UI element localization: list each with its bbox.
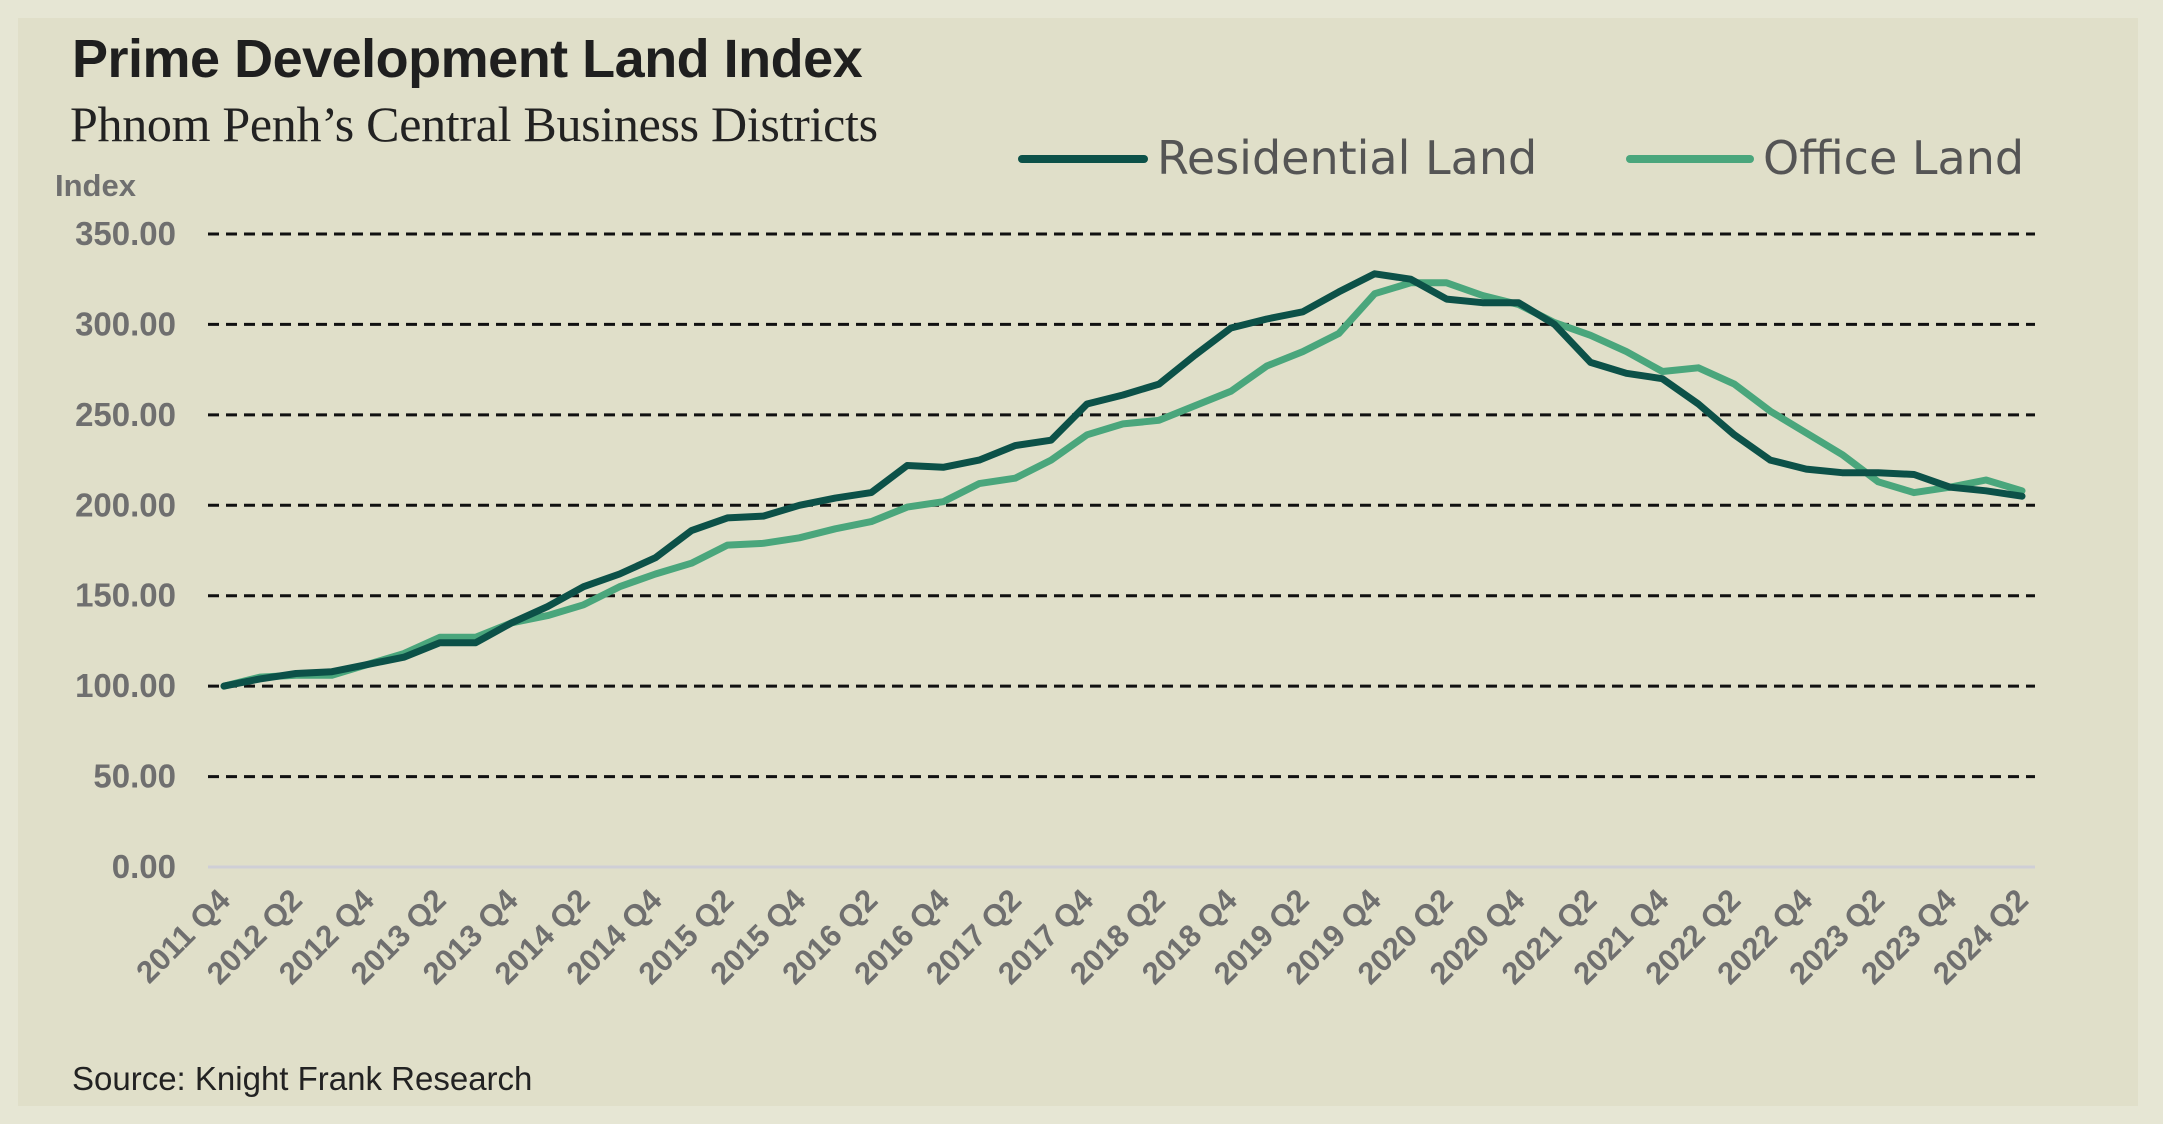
- y-tick-label: 50.00: [93, 758, 176, 795]
- y-tick-label: 150.00: [75, 577, 176, 614]
- y-tick-label: 350.00: [75, 215, 176, 252]
- legend-label: Office Land: [1763, 131, 2024, 185]
- chart-subtitle: Phnom Penh’s Central Business Districts: [70, 96, 878, 152]
- series-line-residential-land: [220, 270, 2026, 690]
- series-lines: [220, 270, 2026, 690]
- chart-title: Prime Development Land Index: [72, 29, 863, 89]
- y-tick-label: 200.00: [75, 486, 176, 523]
- chart-panel: [18, 18, 2138, 1106]
- y-tick-label: 300.00: [75, 305, 176, 342]
- gridlines: [208, 232, 2035, 869]
- legend-label: Residential Land: [1157, 131, 1537, 185]
- y-tick-label: 0.00: [112, 848, 176, 885]
- y-tick-label: 250.00: [75, 396, 176, 433]
- y-tick-label: 100.00: [75, 667, 176, 704]
- series-line-office-land: [220, 279, 2026, 690]
- y-axis-ticks: 0.00 50.00 100.00 150.00 200.00 250.00 300.00 3…: [75, 215, 176, 885]
- source-note: Source: Knight Frank Research: [72, 1060, 533, 1097]
- legend: Residential Land Office Land: [1018, 131, 2024, 185]
- y-axis-label: Index: [55, 168, 137, 203]
